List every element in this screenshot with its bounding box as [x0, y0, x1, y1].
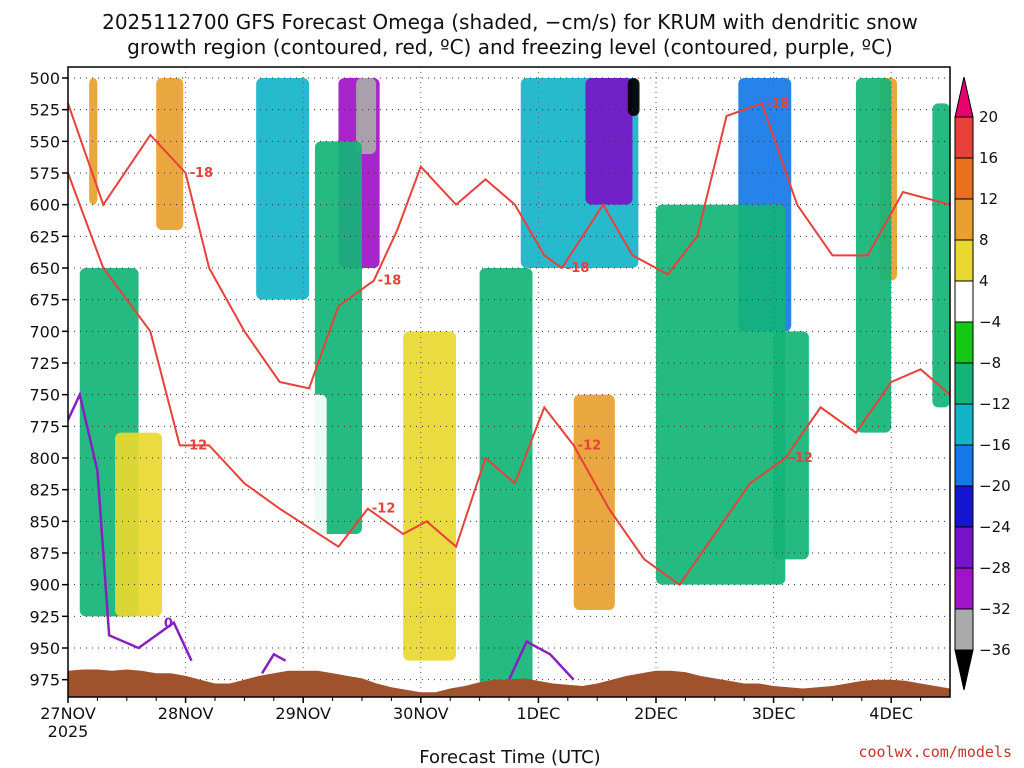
y-tick-label: 925	[29, 607, 60, 626]
colorbar-segment	[954, 444, 974, 487]
dgz-contour-label: -12	[184, 438, 208, 453]
dgz-contours: -18 -18 -18 -18 -12 -12 -12 -12	[68, 96, 950, 587]
y-tick-label: 725	[29, 354, 60, 373]
omega-region	[855, 78, 892, 433]
y-tick-label: 525	[29, 101, 60, 120]
omega-region	[356, 78, 377, 154]
chart-title-line1: 2025112700 GFS Forecast Omega (shaded, −…	[102, 10, 918, 34]
omega-region	[403, 331, 457, 661]
colorbar: 20 16 12 8 4 −4 −8 −12 −16 −20 −24 −28 −32 −36	[954, 76, 1011, 691]
freezing-contour-line	[507, 639, 575, 681]
dgz-contour-line	[68, 172, 950, 587]
freezing-contour-label: 0	[164, 617, 173, 632]
dgz-contour-label: -12	[372, 502, 396, 517]
colorbar-segment	[954, 608, 974, 651]
terrain-surface	[68, 669, 950, 697]
dgz-contour-label: -18	[190, 166, 214, 181]
colorbar-tick-label: 16	[979, 149, 998, 167]
colorbar-segment	[954, 526, 974, 569]
freezing-level-contours: 0	[68, 390, 575, 681]
colorbar-segment	[954, 485, 974, 528]
freezing-contour-line	[260, 652, 287, 674]
dgz-contour-label: -18	[766, 96, 790, 111]
omega-region	[932, 103, 950, 408]
y-tick-label: 750	[29, 386, 60, 405]
omega-region	[256, 78, 310, 300]
x-axis-label: Forecast Time (UTC)	[419, 747, 600, 768]
x-tick-label: 2DEC	[634, 704, 678, 723]
y-tick-label: 975	[29, 671, 60, 690]
colorbar-tick-label: 20	[979, 108, 998, 126]
x-axis: 27NOV 28NOV 29NOV 30NOV 1DEC 2DEC 3DEC 4DEC	[40, 697, 922, 723]
colorbar-top-triangle	[954, 76, 974, 118]
dgz-contour-label: -12	[789, 451, 813, 466]
x-tick-label: 4DEC	[869, 704, 913, 723]
omega-region	[627, 78, 640, 116]
colorbar-segment	[954, 321, 974, 364]
colorbar-tick-label: 8	[979, 231, 989, 249]
y-tick-label: 600	[29, 196, 60, 215]
colorbar-tick-label: −28	[979, 559, 1011, 577]
dgz-contour-label: -12	[578, 438, 602, 453]
y-tick-label: 675	[29, 291, 60, 310]
colorbar-tick-label: −16	[979, 436, 1011, 454]
x-tick-label: 29NOV	[275, 704, 331, 723]
colorbar-tick-label: −12	[979, 395, 1011, 413]
colorbar-tick-label: −36	[979, 641, 1011, 659]
x-tick-label: 3DEC	[752, 704, 796, 723]
omega-region	[115, 432, 163, 617]
y-tick-label: 650	[29, 259, 60, 278]
colorbar-tick-label: −20	[979, 477, 1011, 495]
freezing-contour-line	[68, 390, 193, 662]
colorbar-segment	[954, 403, 974, 446]
colorbar-segment	[954, 280, 974, 323]
x-tick-label: 28NOV	[158, 704, 214, 723]
colorbar-segment	[954, 198, 974, 241]
colorbar-bottom-triangle	[954, 649, 974, 691]
x-tick-label: 30NOV	[393, 704, 449, 723]
chart-title-line2: growth region (contoured, red, ºC) and f…	[127, 35, 893, 59]
colorbar-tick-label: 4	[979, 272, 989, 290]
colorbar-tick-label: −24	[979, 518, 1011, 536]
colorbar-tick-label: −8	[979, 354, 1001, 372]
x-tick-label: 27NOV	[40, 704, 96, 723]
y-tick-label: 700	[29, 322, 60, 341]
omega-region	[573, 394, 615, 610]
dgz-contour-label: -18	[566, 261, 590, 276]
y-axis: 500 525 550 575 600 625 650 675 700 725 750 775 800 8…	[29, 69, 68, 690]
colorbar-tick-label: 12	[979, 190, 998, 208]
omega-region	[156, 78, 184, 230]
omega-shading	[79, 78, 950, 686]
dgz-contour-label: -18	[378, 274, 402, 289]
y-tick-label: 775	[29, 417, 60, 436]
y-tick-label: 625	[29, 227, 60, 246]
colorbar-tick-label: −4	[979, 313, 1001, 331]
plot-area: -18 -18 -18 -18 -12 -12 -12 -12 0	[68, 67, 950, 697]
y-tick-label: 900	[29, 576, 60, 595]
x-year-label: 2025	[48, 722, 89, 741]
omega-region	[656, 204, 786, 585]
y-tick-label: 875	[29, 544, 60, 563]
y-tick-label: 550	[29, 132, 60, 151]
colorbar-tick-label: −32	[979, 600, 1011, 618]
y-tick-label: 950	[29, 639, 60, 658]
y-tick-label: 575	[29, 164, 60, 183]
colorbar-segment	[954, 239, 974, 282]
y-tick-label: 825	[29, 481, 60, 500]
y-tick-label: 500	[29, 69, 60, 88]
omega-region	[773, 331, 809, 560]
colorbar-segment	[954, 157, 974, 200]
y-tick-label: 850	[29, 512, 60, 531]
colorbar-segment	[954, 362, 974, 405]
colorbar-segment	[954, 567, 974, 610]
dgz-contour-line	[68, 102, 950, 390]
y-tick-label: 800	[29, 449, 60, 468]
credit-text: coolwx.com/models	[858, 743, 1012, 761]
colorbar-segment	[954, 116, 974, 159]
x-tick-label: 1DEC	[517, 704, 561, 723]
